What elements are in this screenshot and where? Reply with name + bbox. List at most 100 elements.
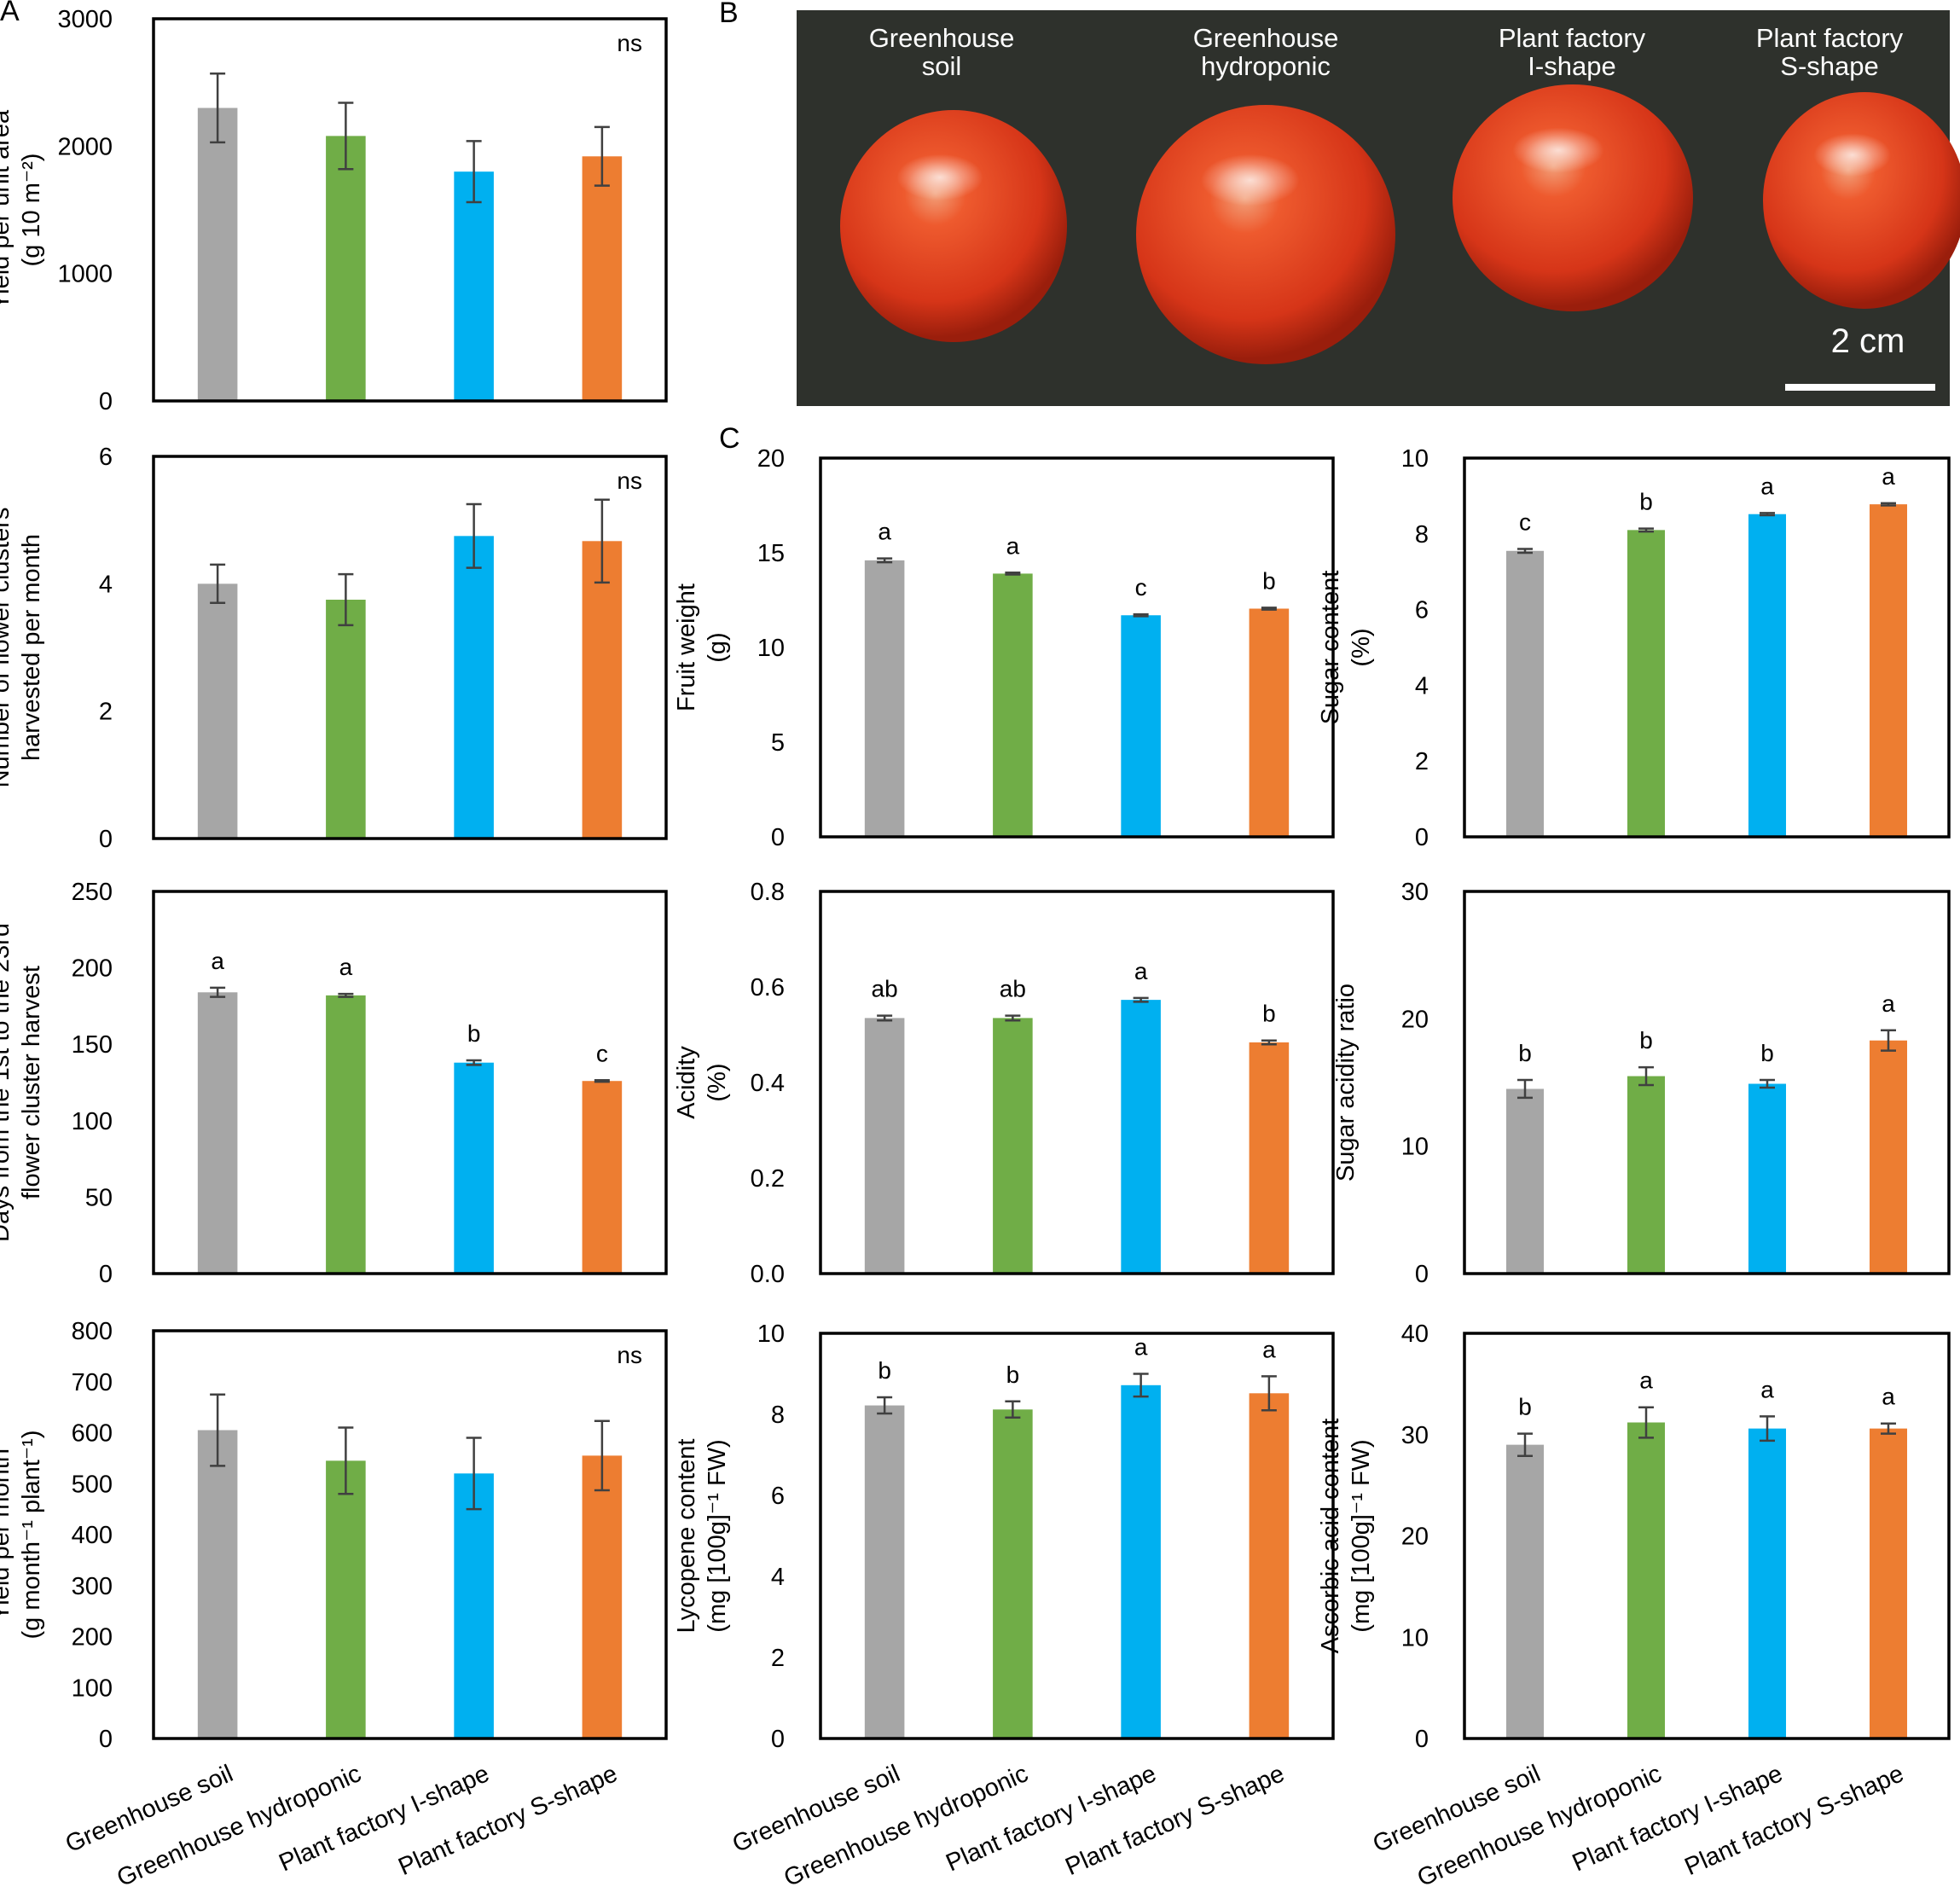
y-tick-label: 500 [72,1471,113,1498]
bar-2 [326,995,366,1274]
bar-1 [1505,1444,1545,1739]
plot-frame [1463,456,1951,839]
bar-2 [1627,1076,1666,1274]
chart-days_harvest: 0 50 100 150 200 250 Days from the 1st to the … [0,879,668,1288]
x-category-label: Plant factory S-shape [394,1760,621,1881]
plot-frame [819,1332,1335,1740]
y-axis-title: (mg [100g]⁻¹ FW) [704,1439,731,1632]
y-tick-label: 4 [99,571,113,598]
y-tick-label: 4 [1415,672,1429,699]
photo-label: I-shape [1528,51,1615,81]
y-tick-label: 150 [72,1031,113,1059]
significance-label: a [878,519,891,545]
y-tick-label: 250 [72,879,113,906]
plot-frame [819,890,1335,1275]
bar-3 [454,536,494,839]
x-category-label: Plant factory S-shape [1061,1760,1288,1881]
significance-label: b [1262,567,1276,594]
y-tick-label: 3000 [57,6,113,33]
bar-1 [197,1430,238,1739]
significance-label: a [211,948,224,974]
y-axis-title: harvested per month [18,534,45,761]
bar-3 [454,1062,494,1274]
significance-label: b [1518,1394,1532,1420]
significance-label: a [1760,1376,1774,1402]
y-tick-label: 10 [1401,1134,1429,1161]
y-tick-label: 4 [771,1564,785,1591]
bar-1 [864,560,905,837]
plot-frame [152,890,668,1275]
significance-label: a [1639,1367,1653,1394]
y-tick-label: 20 [1401,1524,1429,1551]
significance-label: a [1006,532,1020,559]
bar-2 [326,1460,366,1739]
y-axis-title: Ascorbic acid content [1317,1419,1344,1654]
y-tick-label: 20 [757,445,785,473]
y-tick-label: 0.8 [751,879,785,906]
significance-label: b [1639,489,1653,515]
ns-annotation: ns [617,1342,642,1368]
chart-lycopene: 0 2 4 6 8 10 Lycopene content (mg [100g]⁻¹ FW) b… [673,1321,1335,1892]
bar-1 [197,583,238,839]
significance-label: c [1519,509,1531,536]
plot-frame [152,17,668,403]
y-axis-title: Acidity [673,1046,700,1119]
y-tick-label: 6 [771,1483,785,1510]
y-tick-label: 0 [771,1726,785,1753]
tomato-2 [1136,105,1395,364]
plot-frame [819,456,1335,839]
significance-label: b [1518,1040,1532,1066]
y-tick-label: 100 [72,1675,113,1702]
y-tick-label: 600 [72,1420,113,1448]
y-axis-title: (%) [1348,628,1375,666]
y-tick-label: 1000 [57,261,113,288]
bar-1 [1505,550,1545,837]
bar-3 [1748,514,1787,837]
y-tick-label: 15 [757,540,785,567]
y-tick-label: 300 [72,1573,113,1600]
plot-frame [1463,1332,1951,1740]
bar-1 [1505,1088,1545,1274]
chart-ascorbic: 0 10 20 30 40 Ascorbic acid content (mg [100g]… [1317,1321,1951,1892]
y-tick-label: 8 [771,1402,785,1429]
bar-1 [864,1018,905,1274]
significance-label: c [596,1040,608,1066]
bar-2 [1627,530,1666,837]
y-tick-label: 30 [1401,879,1429,906]
y-tick-label: 0 [99,826,113,853]
bar-3 [1748,1428,1787,1739]
significance-label: b [878,1357,891,1384]
y-axis-title: (g 10 m⁻²) [18,154,45,267]
y-tick-label: 200 [72,955,113,983]
significance-label: a [1760,473,1774,499]
significance-label: a [1134,958,1148,984]
chart-sugar_acidity: 0 10 20 30 Sugar acidity ratio b b b a [1332,879,1951,1288]
panel-letter-b: B [719,0,739,29]
y-axis-title: Fruit weight [673,583,700,711]
significance-label: a [339,954,353,980]
y-tick-label: 2 [771,1645,785,1672]
bar-3 [1121,1000,1161,1274]
bar-2 [326,136,366,402]
tomato-1 [840,110,1067,342]
bar-2 [326,600,366,839]
bar-4 [582,541,623,839]
y-tick-label: 10 [757,1321,785,1348]
bar-4 [1869,1428,1908,1739]
bar-4 [582,1455,623,1739]
bar-3 [1121,615,1161,837]
plot-frame [152,455,668,840]
ns-annotation: ns [617,467,642,494]
significance-label: ab [1000,976,1026,1002]
y-tick-label: 8 [1415,521,1429,549]
significance-label: a [1262,1336,1276,1362]
y-tick-label: 400 [72,1522,113,1549]
y-tick-label: 6 [1415,597,1429,624]
y-tick-label: 20 [1401,1006,1429,1033]
x-category-label: Plant factory I-shape [275,1760,493,1877]
chart-flower_clusters: 0 2 4 6 Number of flower clusters harvested p… [0,444,668,853]
x-category-label: Plant factory S-shape [1681,1760,1908,1881]
x-category-label: Plant factory I-shape [1569,1760,1787,1877]
significance-label: a [1882,990,1895,1017]
photo-label: Greenhouse [869,23,1015,53]
